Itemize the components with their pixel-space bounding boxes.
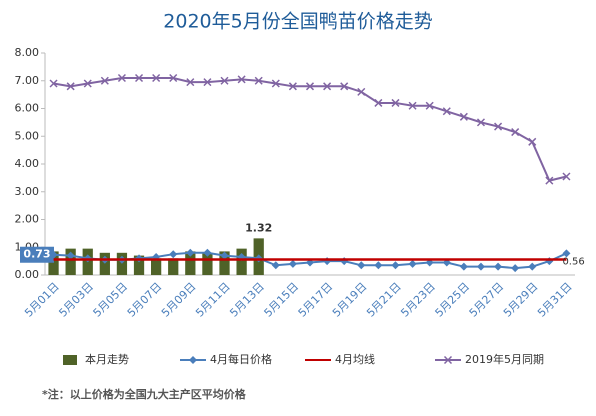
marker — [237, 75, 246, 84]
marker — [408, 101, 417, 110]
y-tick-label: 3.00 — [15, 185, 40, 198]
marker — [476, 118, 485, 127]
y-tick-label: 6.00 — [15, 102, 40, 115]
marker — [528, 137, 537, 146]
x-tick-label: 5月09日 — [159, 280, 199, 320]
legend-label: 本月走势 — [85, 352, 129, 366]
marker — [49, 79, 58, 88]
marker — [340, 82, 349, 91]
marker — [494, 122, 503, 131]
marker — [100, 76, 109, 85]
x-tick-label: 5月15日 — [262, 280, 302, 320]
bar — [185, 251, 196, 275]
marker — [459, 262, 468, 271]
marker — [203, 248, 212, 257]
marker — [408, 259, 417, 268]
marker — [220, 251, 229, 260]
marker — [425, 101, 434, 110]
marker — [562, 172, 571, 181]
legend-label: 4月均线 — [335, 352, 375, 366]
data-label: 0.73 — [23, 248, 50, 261]
x-tick-label: 5月25日 — [433, 280, 473, 320]
marker — [186, 248, 195, 257]
marker — [203, 78, 212, 87]
marker — [169, 73, 178, 83]
bar — [133, 255, 145, 275]
legend-label: 2019年5月同期 — [465, 352, 544, 366]
marker — [442, 107, 451, 116]
y-tick-label: 7.00 — [15, 74, 40, 87]
y-tick-label: 8.00 — [15, 46, 40, 59]
legend-swatch — [63, 355, 77, 365]
marker — [117, 73, 126, 83]
x-tick-label: 5月21日 — [364, 280, 404, 320]
x-tick-label: 5月23日 — [398, 280, 438, 320]
data-label: 0.56 — [562, 256, 584, 267]
y-tick-label: 0.00 — [15, 268, 40, 281]
marker — [494, 262, 503, 271]
marker — [545, 176, 554, 185]
marker — [220, 76, 229, 85]
footnote: *注：以上价格为全国九大主产区平均价格 — [42, 387, 247, 401]
marker — [374, 98, 383, 107]
y-tick-label: 4.00 — [15, 157, 40, 170]
x-tick-label: 5月17日 — [296, 280, 336, 320]
marker — [443, 355, 453, 365]
marker — [511, 128, 520, 137]
x-tick-label: 5月11日 — [193, 280, 233, 320]
marker — [391, 261, 400, 270]
bar — [65, 248, 76, 275]
y-tick-label: 2.00 — [15, 213, 40, 226]
bar — [168, 258, 179, 275]
bar — [219, 251, 230, 275]
marker — [459, 112, 468, 121]
marker — [169, 250, 178, 259]
bar — [116, 252, 128, 275]
marker — [305, 82, 315, 91]
legend-label: 4月每日价格 — [210, 352, 272, 366]
bar — [48, 251, 59, 275]
marker — [271, 79, 280, 88]
marker — [357, 261, 366, 270]
marker — [323, 82, 332, 91]
marker — [511, 264, 520, 273]
bar — [202, 252, 213, 275]
marker — [135, 73, 144, 83]
marker — [391, 98, 400, 107]
marker — [374, 261, 383, 270]
x-tick-label: 5月07日 — [125, 280, 165, 320]
marker — [66, 82, 75, 91]
x-tick-label: 5月05日 — [91, 280, 131, 320]
marker — [288, 259, 297, 268]
x-tick-label: 5月19日 — [330, 280, 370, 320]
marker — [288, 82, 297, 91]
marker — [186, 78, 195, 87]
marker — [562, 249, 571, 258]
marker — [83, 79, 92, 88]
marker — [476, 262, 485, 271]
data-label: 1.32 — [245, 221, 272, 234]
marker — [189, 356, 197, 364]
bar — [151, 258, 162, 275]
marker — [357, 87, 366, 96]
chart-title: 2020年5月份全国鸭苗价格走势 — [163, 11, 432, 33]
x-tick-label: 5月13日 — [227, 280, 267, 320]
x-tick-label: 5月03日 — [56, 280, 96, 320]
bar — [236, 248, 247, 275]
x-tick-label: 5月01日 — [22, 280, 62, 320]
marker — [528, 262, 537, 271]
line — [53, 76, 567, 182]
y-tick-label: 5.00 — [15, 129, 40, 142]
x-tick-label: 5月29日 — [501, 280, 541, 320]
bar — [99, 252, 110, 275]
x-tick-label: 5月31日 — [535, 280, 575, 320]
marker — [152, 73, 161, 83]
marker — [66, 251, 75, 260]
x-tick-label: 5月27日 — [467, 280, 507, 320]
marker — [254, 76, 263, 85]
marker — [271, 261, 280, 270]
label-box — [20, 246, 54, 263]
